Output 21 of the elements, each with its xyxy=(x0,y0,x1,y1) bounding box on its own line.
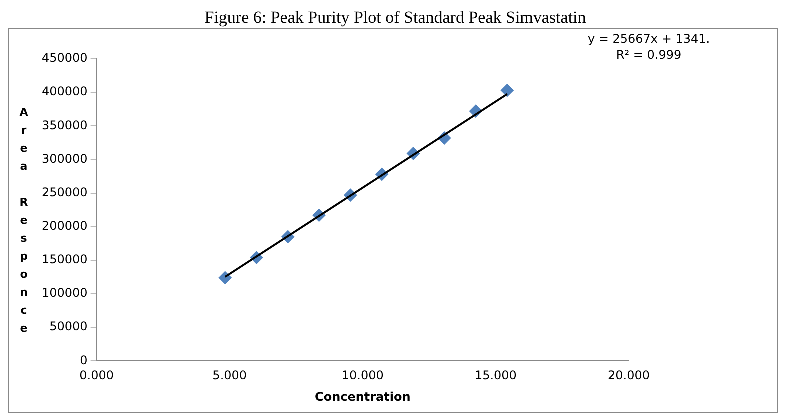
point xyxy=(500,84,514,98)
x-tick-label: 15.000 xyxy=(474,368,517,383)
y-tick-label: 200000 xyxy=(42,219,88,234)
y-tick-label: 400000 xyxy=(42,84,88,99)
text: y = 25667x + 1341. xyxy=(588,32,710,46)
y-tick-label: 0 xyxy=(80,353,88,368)
x-tick-label: 10.000 xyxy=(342,368,384,383)
y-tick-label: 300000 xyxy=(42,152,88,166)
chart-title: Figure 6: Peak Purity Plot of Standard Peak Simvastatin xyxy=(204,8,586,27)
y-tick-label: 450000 xyxy=(42,51,88,66)
y-tick-label: 150000 xyxy=(42,252,88,267)
x-tick-label: 0.000 xyxy=(80,368,114,383)
y-tick-label: 250000 xyxy=(42,185,88,200)
x-axis-title: Concentration xyxy=(315,390,411,404)
x-tick-label: 5.000 xyxy=(212,368,248,383)
y-tick-label: 100000 xyxy=(42,286,88,300)
text: Area Responce xyxy=(20,106,28,334)
y-tick-label: 350000 xyxy=(42,118,88,132)
annotation: R² = 0.999 xyxy=(616,48,682,62)
y-tick-label: 50000 xyxy=(50,320,88,334)
x-tick-label: 20.000 xyxy=(608,368,650,383)
